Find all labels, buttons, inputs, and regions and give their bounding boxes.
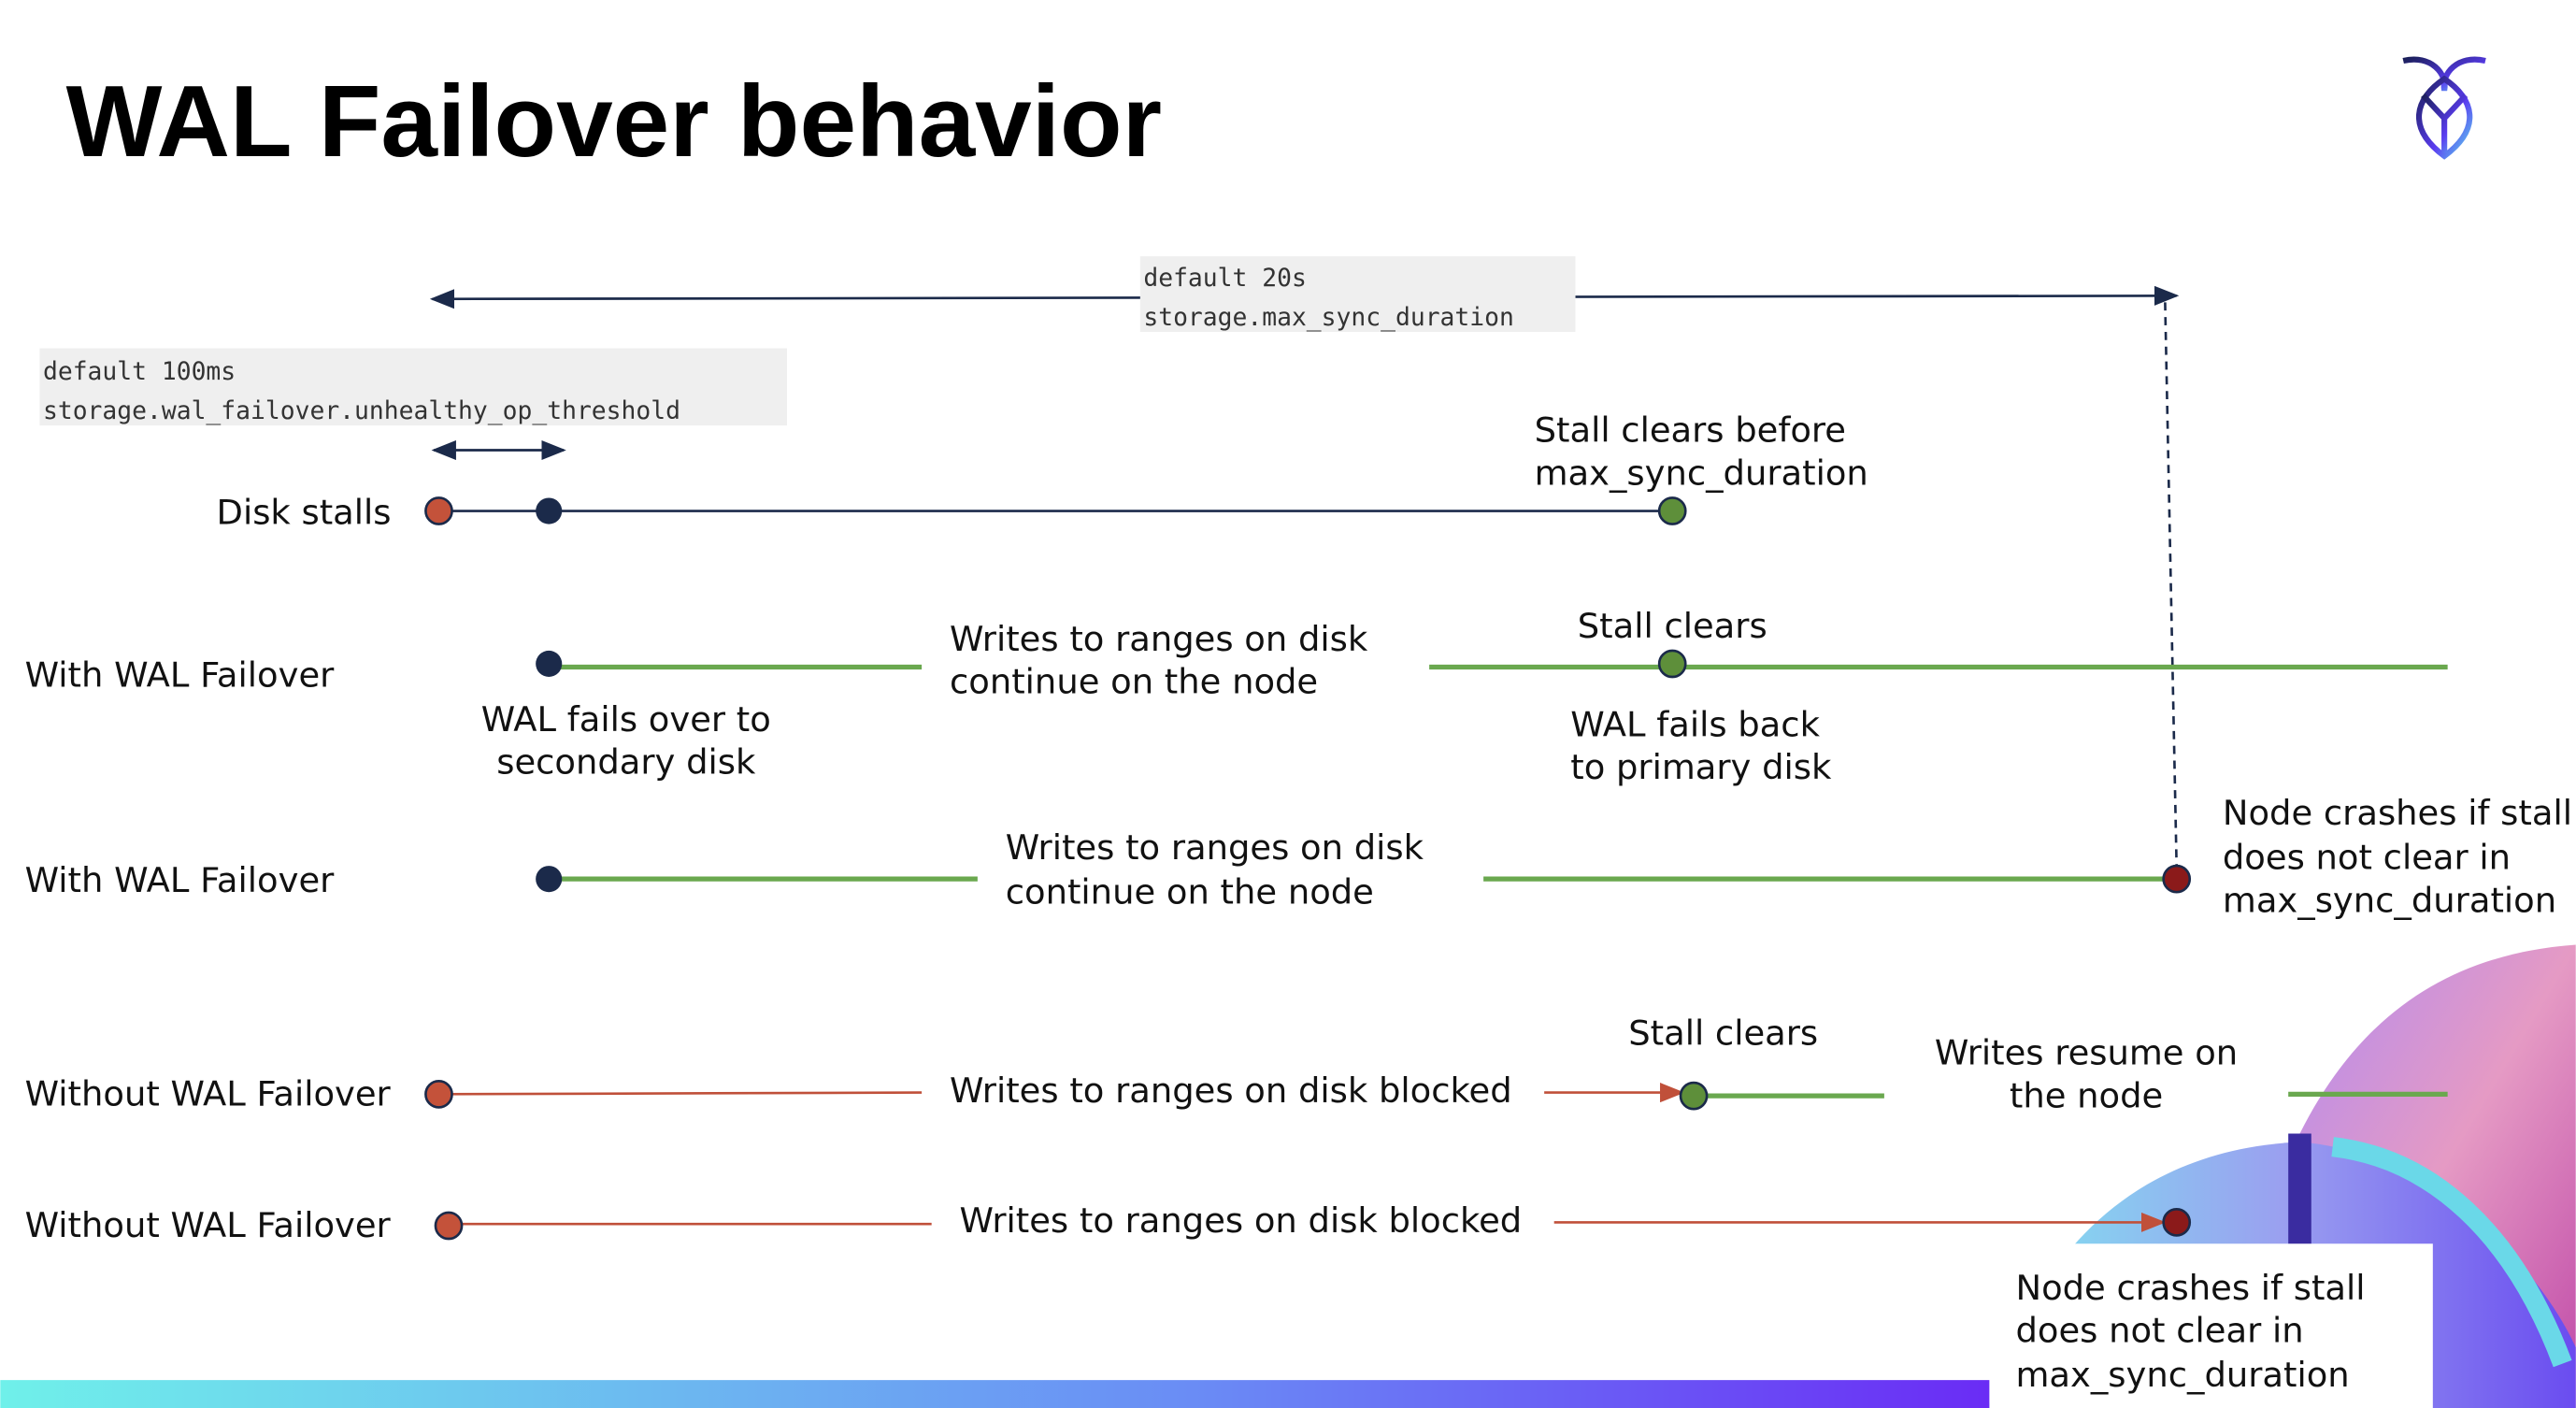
note: Writes to ranges on disk blocked	[950, 1070, 1512, 1111]
note: Writes to ranges on disk	[1006, 827, 1424, 868]
note: does not clear in	[2223, 838, 2511, 878]
note: max_sync_duration	[1535, 453, 1868, 493]
note: Stall clears	[1628, 1013, 1818, 1054]
note: the node	[2010, 1075, 2163, 1115]
stall-clear-dot	[1679, 1081, 1709, 1111]
note: Node crashes if stall	[2223, 793, 2572, 833]
row-label-disk-stalls: Disk stalls	[217, 493, 392, 533]
stall-clear-dot	[1657, 496, 1687, 525]
max-sync-label-bg	[1139, 256, 1576, 332]
page-title: WAL Failover behavior	[66, 65, 1162, 179]
row-label: With WAL Failover	[25, 655, 335, 696]
crash-dot	[2162, 1208, 2192, 1237]
note: Writes to ranges on disk blocked	[960, 1200, 1523, 1241]
threshold-default: default 100ms	[43, 358, 236, 386]
note: to primary disk	[1570, 747, 1832, 787]
max-sync-setting: storage.max_sync_duration	[1143, 304, 1514, 332]
row-label: Without WAL Failover	[25, 1074, 392, 1114]
row-label: Without WAL Failover	[25, 1205, 392, 1245]
row-label: With WAL Failover	[25, 860, 335, 900]
footer-gradient-bar	[0, 1380, 1990, 1408]
failover-dot	[536, 650, 563, 678]
note: continue on the node	[1006, 872, 1374, 912]
cockroach-logo-icon	[2402, 56, 2486, 160]
note: WAL fails over to	[481, 699, 771, 740]
stall-start-dot	[424, 1079, 453, 1109]
note: secondary disk	[496, 742, 756, 783]
stall-start-dot	[424, 496, 453, 525]
note: Writes to ranges on disk	[950, 619, 1368, 659]
note: max_sync_duration	[2223, 880, 2556, 920]
crash-dot	[2162, 864, 2192, 894]
decorative-graphic	[1987, 944, 2576, 1408]
note: Node crashes if stall	[2015, 1268, 2365, 1308]
threshold-setting: storage.wal_failover.unhealthy_op_thresh…	[43, 397, 680, 425]
note: Writes resume on	[1935, 1033, 2238, 1073]
threshold-dot	[536, 497, 563, 524]
stall-start-dot	[434, 1211, 464, 1241]
note: continue on the node	[950, 662, 1318, 702]
note: does not clear in	[2015, 1311, 2303, 1351]
note: Stall clears	[1578, 606, 1767, 646]
note: max_sync_duration	[2015, 1355, 2349, 1395]
dashed-guide	[2164, 302, 2179, 868]
failover-dot	[536, 866, 563, 893]
max-sync-default: default 20s	[1143, 265, 1306, 293]
note: WAL fails back	[1570, 704, 1820, 744]
stall-clear-dot	[1657, 649, 1687, 679]
note: Stall clears before	[1535, 410, 1846, 451]
threshold-label-bg	[39, 348, 788, 426]
